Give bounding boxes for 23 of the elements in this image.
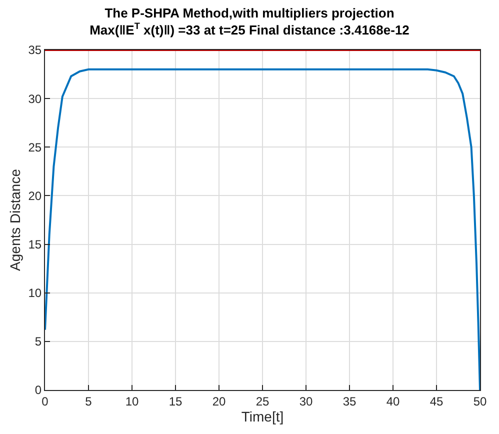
- x-tick-label: 30: [299, 394, 313, 408]
- x-tick-label: 10: [125, 394, 139, 408]
- x-tick-label: 15: [168, 394, 182, 408]
- y-tick-label: 5: [34, 334, 42, 349]
- y-tick-label: 20: [28, 188, 42, 203]
- y-tick-label: 25: [28, 140, 42, 154]
- x-axis-title: Time[t]: [241, 408, 284, 425]
- x-tick-label: 5: [85, 394, 92, 408]
- x-tick-label: 35: [342, 394, 356, 408]
- chart-subtitle: Max(‖E$^{T}$ x(t)‖) =33 at t=25 Final distance :3.4168e-12: [90, 20, 410, 38]
- y-axis-title: Agents Distance: [6, 168, 23, 271]
- y-tick-label: 35: [28, 43, 42, 58]
- y-tick-label: 15: [28, 237, 42, 252]
- line-series: [45, 68, 480, 390]
- x-tick-label: 50: [473, 394, 487, 408]
- x-tick-label: 45: [430, 394, 444, 408]
- y-tick-label: 10: [28, 286, 42, 300]
- chart-title: The P-SHPA Method,with multipliers projection: [104, 5, 394, 20]
- y-tick-label: 0: [34, 383, 42, 398]
- x-tick-label: 20: [212, 394, 226, 408]
- x-tick-label: 25: [256, 394, 270, 408]
- y-tick-label: 30: [28, 92, 42, 106]
- x-tick-label: 40: [386, 394, 400, 408]
